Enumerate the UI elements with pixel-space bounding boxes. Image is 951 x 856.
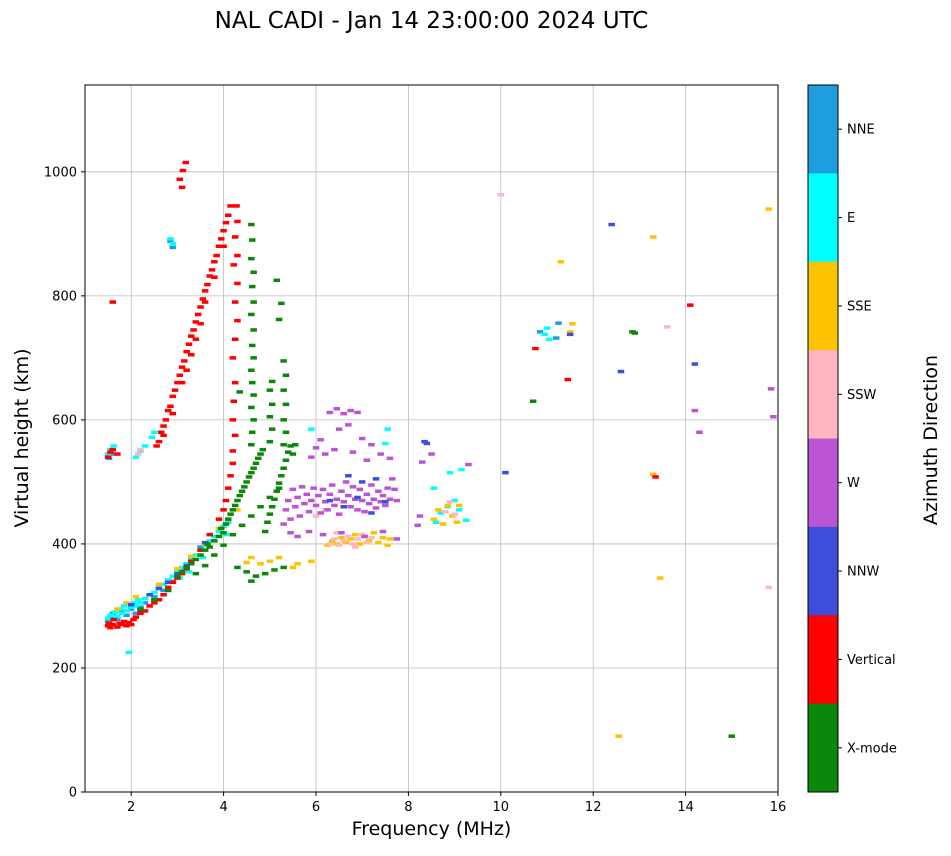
colorbar-tick-label: Vertical (847, 653, 896, 668)
series-sse (114, 207, 772, 738)
series-w (280, 387, 777, 541)
y-tick-label: 400 (52, 537, 77, 552)
x-tick-label: 4 (219, 800, 227, 815)
colorbar-label: Azimuth Direction (920, 354, 942, 526)
colorbar-tick-label: SSE (847, 299, 872, 314)
y-tick-label: 600 (52, 413, 77, 428)
y-tick-label: 800 (52, 289, 77, 304)
colorbar-tick-label: SSW (847, 388, 877, 403)
series-ssw (134, 193, 772, 590)
colorbar-tick-label: NNE (847, 123, 875, 138)
colorbar-segment-ssw (808, 350, 838, 439)
colorbar-tick-label: W (847, 476, 860, 491)
chart-title: NAL CADI - Jan 14 23:00:00 2024 UTC (214, 8, 649, 34)
grid-lines (85, 85, 779, 793)
colorbar-segment-vertical (808, 615, 838, 705)
colorbar-segment-nne (808, 85, 838, 174)
series-nne (104, 239, 562, 624)
x-tick-label: 10 (493, 800, 510, 815)
colorbar-tick-label: E (847, 211, 855, 226)
y-tick-label: 0 (69, 786, 77, 801)
tick-labels: 2 4 6 8 10 12 14 16 0 200 400 600 800 1000 (44, 165, 786, 815)
x-tick-label: 6 (312, 800, 320, 815)
series-x-mode (137, 222, 735, 738)
colorbar-tick-label: NNW (847, 565, 879, 580)
y-tick-label: 200 (52, 661, 77, 676)
colorbar-segment-nnw (808, 526, 838, 616)
colorbar-frame (807, 84, 839, 793)
x-tick-label: 2 (127, 800, 135, 815)
plot-frame (84, 84, 779, 793)
colorbar: NNE E SSE SSW W NNW Vertical X-mode (807, 84, 897, 793)
colorbar-segment-sse (808, 261, 838, 351)
x-tick-label: 12 (585, 800, 602, 815)
y-tick-label: 1000 (44, 165, 77, 180)
x-axis-label: Frequency (MHz) (351, 818, 512, 840)
x-tick-label: 8 (404, 800, 412, 815)
colorbar-segment-w (808, 438, 838, 528)
colorbar-tick-label: X-mode (847, 741, 897, 756)
axis-ticks (81, 171, 779, 796)
x-tick-label: 16 (770, 800, 787, 815)
colorbar-segment-x-mode (808, 703, 838, 793)
series-vertical (104, 160, 694, 630)
x-tick-label: 14 (677, 800, 694, 815)
series-e (104, 237, 553, 655)
y-axis-label: Virtual height (km) (11, 348, 33, 528)
colorbar-segment-e (808, 173, 838, 263)
